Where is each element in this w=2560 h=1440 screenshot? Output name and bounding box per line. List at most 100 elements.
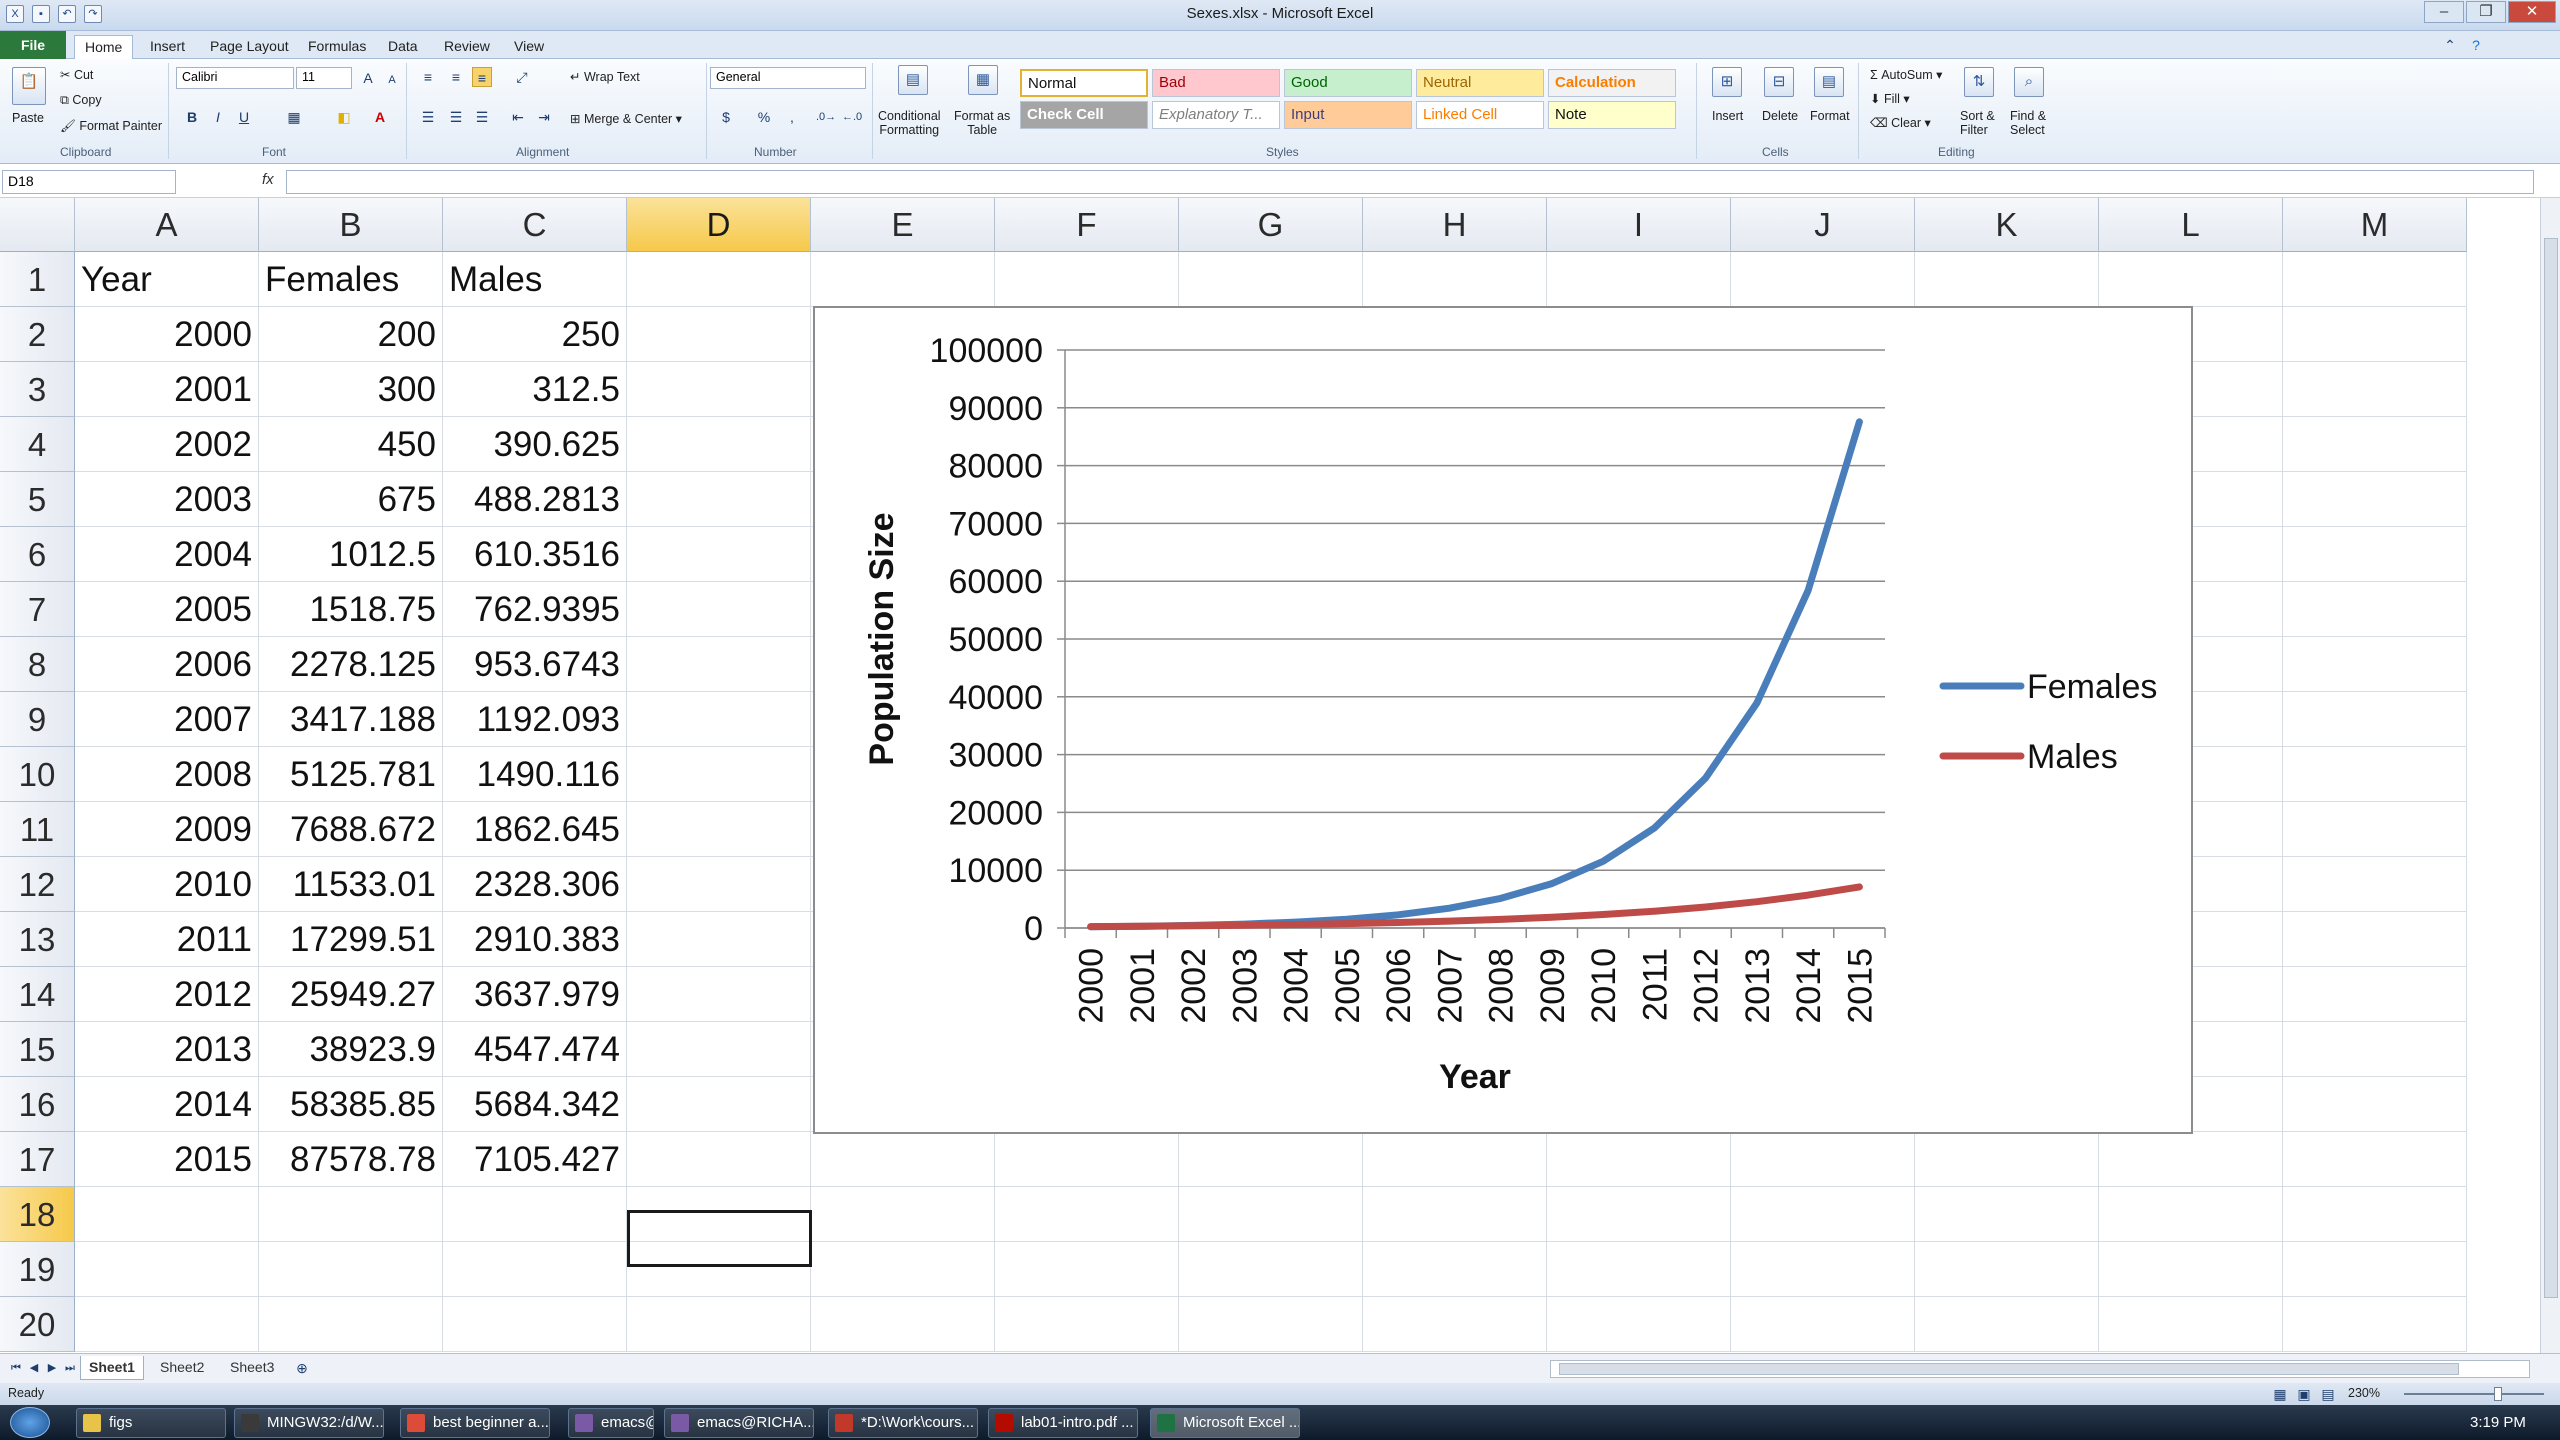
cell-c10[interactable]: 1490.116 bbox=[476, 755, 620, 794]
column-header-g[interactable]: G bbox=[1179, 198, 1363, 252]
tab-file[interactable]: File bbox=[0, 31, 66, 59]
cell-b2[interactable]: 200 bbox=[377, 315, 436, 354]
horizontal-scrollbar[interactable] bbox=[1550, 1360, 2530, 1378]
taskbar-item[interactable]: lab01-intro.pdf ... bbox=[988, 1408, 1138, 1438]
help-icon[interactable]: ? bbox=[2472, 37, 2480, 53]
tab-review[interactable]: Review bbox=[444, 38, 490, 54]
wrap-text-button[interactable]: ↵ Wrap Text bbox=[570, 70, 640, 84]
cell-a2[interactable]: 2000 bbox=[174, 315, 252, 354]
column-header-c[interactable]: C bbox=[443, 198, 627, 252]
maximize-button[interactable]: ❐ bbox=[2466, 1, 2506, 23]
decrease-indent-icon[interactable]: ⇤ bbox=[512, 109, 524, 125]
bold-button[interactable]: B bbox=[186, 109, 198, 125]
cell-style-check-cell[interactable]: Check Cell bbox=[1020, 101, 1148, 129]
cell-c17[interactable]: 7105.427 bbox=[474, 1140, 620, 1179]
cell-style-calculation[interactable]: Calculation bbox=[1548, 69, 1676, 97]
paste-label[interactable]: Paste bbox=[12, 111, 44, 125]
cell-b14[interactable]: 25949.27 bbox=[290, 975, 436, 1014]
undo-icon[interactable]: ↶ bbox=[58, 5, 76, 23]
align-middle-icon[interactable]: ≡ bbox=[451, 69, 461, 85]
sort-filter-icon[interactable]: ⇅ bbox=[1964, 67, 1994, 97]
scrollbar-thumb[interactable] bbox=[2544, 238, 2558, 1298]
hscroll-thumb[interactable] bbox=[1559, 1363, 2459, 1375]
cell-b12[interactable]: 11533.01 bbox=[292, 865, 436, 904]
row-header-11[interactable]: 11 bbox=[0, 802, 75, 857]
conditional-formatting-label[interactable]: Conditional Formatting bbox=[878, 109, 941, 137]
font-name-select[interactable]: Calibri bbox=[176, 67, 294, 89]
find-select-icon[interactable]: ⌕ bbox=[2014, 67, 2044, 97]
cell-b4[interactable]: 450 bbox=[377, 425, 436, 464]
align-left-icon[interactable]: ☰ bbox=[421, 109, 435, 125]
last-sheet-icon[interactable]: ⏭ bbox=[65, 1362, 75, 1374]
taskbar-item[interactable]: MINGW32:/d/W... bbox=[234, 1408, 384, 1438]
header-cell-b1[interactable]: Females bbox=[265, 260, 400, 299]
fill-color-icon[interactable]: ◧ bbox=[337, 109, 351, 125]
format-as-table-label[interactable]: Format as Table bbox=[954, 109, 1011, 137]
row-header-16[interactable]: 16 bbox=[0, 1077, 75, 1132]
zoom-slider-thumb[interactable] bbox=[2494, 1387, 2502, 1401]
normal-view-icon[interactable]: ▦ bbox=[2273, 1386, 2287, 1402]
align-right-icon[interactable]: ☰ bbox=[475, 109, 489, 125]
cell-b7[interactable]: 1518.75 bbox=[309, 590, 436, 629]
cell-a5[interactable]: 2003 bbox=[174, 480, 252, 519]
format-painter-button[interactable]: 🖌 Format Painter bbox=[60, 119, 163, 133]
cell-b13[interactable]: 17299.51 bbox=[290, 920, 436, 959]
number-format-select[interactable]: General bbox=[710, 67, 866, 89]
cell-a8[interactable]: 2006 bbox=[174, 645, 252, 684]
autosum-button[interactable]: Σ AutoSum ▾ bbox=[1870, 68, 1943, 82]
cell-b15[interactable]: 38923.9 bbox=[309, 1030, 436, 1069]
comma-button[interactable]: , bbox=[790, 109, 794, 125]
cell-c12[interactable]: 2328.306 bbox=[474, 865, 620, 904]
line-chart[interactable]: 0 10000 20000 30000 40000 50000 60000 70000 8000… bbox=[813, 306, 2193, 1134]
cell-a14[interactable]: 2012 bbox=[174, 975, 252, 1014]
cell-a7[interactable]: 2005 bbox=[174, 590, 252, 629]
increase-indent-icon[interactable]: ⇥ bbox=[538, 109, 550, 125]
cell-b16[interactable]: 58385.85 bbox=[290, 1085, 436, 1124]
italic-button[interactable]: I bbox=[216, 109, 220, 125]
column-header-j[interactable]: J bbox=[1731, 198, 1915, 252]
merge-center-button[interactable]: ⊞ Merge & Center ▾ bbox=[570, 112, 682, 126]
cell-style-neutral[interactable]: Neutral bbox=[1416, 69, 1544, 97]
cell-a12[interactable]: 2010 bbox=[174, 865, 252, 904]
close-button[interactable]: ✕ bbox=[2508, 1, 2556, 23]
tab-insert[interactable]: Insert bbox=[150, 38, 186, 54]
excel-app-icon[interactable]: X bbox=[6, 5, 24, 23]
format-cells-icon[interactable]: ▤ bbox=[1814, 67, 1844, 97]
cell-a4[interactable]: 2002 bbox=[174, 425, 252, 464]
shrink-font-icon[interactable]: A bbox=[388, 74, 396, 86]
row-header-12[interactable]: 12 bbox=[0, 857, 75, 912]
taskbar-item[interactable]: emacs@RICHA... bbox=[664, 1408, 814, 1438]
font-color-icon[interactable]: A bbox=[374, 109, 386, 125]
cell-a17[interactable]: 2015 bbox=[174, 1140, 252, 1179]
active-cell-cursor[interactable] bbox=[627, 1210, 812, 1267]
save-icon[interactable]: ▪ bbox=[32, 5, 50, 23]
sheet-tab-sheet3[interactable]: Sheet3 bbox=[230, 1359, 275, 1375]
row-header-14[interactable]: 14 bbox=[0, 967, 75, 1022]
page-layout-view-icon[interactable]: ▣ bbox=[2297, 1386, 2311, 1402]
formula-input[interactable] bbox=[286, 170, 2534, 194]
cell-a13[interactable]: 2011 bbox=[176, 920, 252, 959]
taskbar-item[interactable]: emacs@RICHA... bbox=[568, 1408, 654, 1438]
grow-font-icon[interactable]: A bbox=[363, 70, 373, 86]
column-header-d[interactable]: D bbox=[627, 198, 811, 252]
cell-c6[interactable]: 610.3516 bbox=[474, 535, 620, 574]
row-header-6[interactable]: 6 bbox=[0, 527, 75, 582]
cell-c4[interactable]: 390.625 bbox=[493, 425, 620, 464]
insert-function-icon[interactable]: fx bbox=[262, 171, 274, 188]
cell-a15[interactable]: 2013 bbox=[174, 1030, 252, 1069]
row-header-20[interactable]: 20 bbox=[0, 1297, 75, 1352]
cell-c2[interactable]: 250 bbox=[561, 315, 620, 354]
cell-c7[interactable]: 762.9395 bbox=[474, 590, 620, 629]
cell-style-note[interactable]: Note bbox=[1548, 101, 1676, 129]
cell-c5[interactable]: 488.2813 bbox=[474, 480, 620, 519]
first-sheet-icon[interactable]: ⏮ bbox=[11, 1362, 21, 1374]
decrease-decimal-icon[interactable]: ←.0 bbox=[842, 111, 863, 123]
align-center-icon[interactable]: ☰ bbox=[449, 109, 463, 125]
sheet-tab-sheet2[interactable]: Sheet2 bbox=[160, 1359, 205, 1375]
tab-home[interactable]: Home bbox=[74, 35, 134, 59]
sheet-tab-sheet1[interactable]: Sheet1 bbox=[80, 1356, 144, 1380]
sort-filter-label[interactable]: Sort & Filter bbox=[1960, 109, 1995, 137]
row-header-9[interactable]: 9 bbox=[0, 692, 75, 747]
cell-c15[interactable]: 4547.474 bbox=[474, 1030, 620, 1069]
